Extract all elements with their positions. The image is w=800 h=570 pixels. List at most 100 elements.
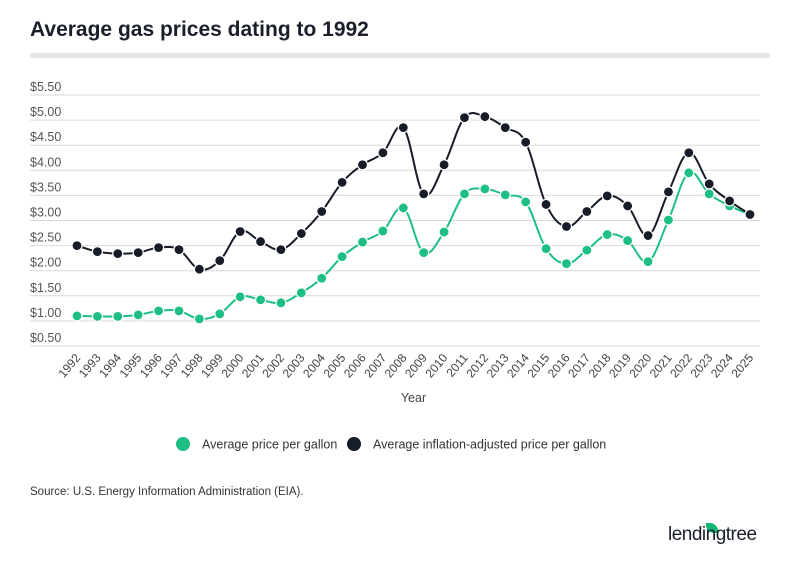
- legend-marker: [347, 437, 361, 451]
- data-point: [397, 202, 409, 214]
- x-tick-label: 2020: [626, 351, 654, 381]
- x-tick-label: 1998: [178, 351, 206, 381]
- data-point: [397, 122, 409, 134]
- x-tick-label: 2010: [423, 351, 451, 381]
- data-point: [234, 225, 246, 238]
- x-tick-label: 1992: [55, 351, 83, 381]
- data-point: [377, 147, 389, 159]
- data-point: [91, 310, 103, 322]
- y-tick-label: $5.50: [30, 80, 61, 94]
- y-tick-label: $3.00: [30, 206, 61, 220]
- data-point: [91, 246, 103, 258]
- data-point: [193, 263, 205, 275]
- data-point: [316, 272, 328, 284]
- data-point: [540, 243, 552, 255]
- data-point: [132, 309, 144, 321]
- data-point: [642, 229, 654, 242]
- data-point: [703, 178, 715, 190]
- data-point: [744, 208, 756, 221]
- data-point: [683, 167, 695, 179]
- x-tick-label: 2004: [300, 351, 328, 381]
- y-tick-label: $4.00: [30, 155, 61, 169]
- data-point: [316, 205, 328, 218]
- data-point: [418, 188, 430, 200]
- data-point: [377, 225, 389, 237]
- data-point: [152, 242, 165, 254]
- y-tick-label: $0.50: [30, 331, 61, 345]
- y-tick-label: $3.50: [30, 180, 61, 194]
- x-tick-label: 1999: [198, 351, 226, 381]
- data-point: [601, 228, 613, 241]
- y-tick-label: $4.50: [30, 130, 61, 144]
- x-tick-label: 2000: [219, 351, 247, 381]
- x-tick-label: 2018: [586, 351, 614, 381]
- x-tick-label: 2008: [382, 351, 410, 381]
- y-tick-label: $2.50: [30, 231, 61, 245]
- data-point: [499, 122, 511, 134]
- x-tick-label: 2021: [647, 351, 675, 381]
- data-point: [254, 294, 267, 306]
- y-tick-label: $5.00: [30, 105, 61, 119]
- lendingtree-leaf-icon: [706, 523, 718, 533]
- x-tick-label: 2016: [545, 351, 573, 381]
- data-point: [336, 251, 348, 263]
- chart-title: Average gas prices dating to 1992: [30, 18, 369, 41]
- data-point: [112, 248, 124, 260]
- data-point: [112, 310, 124, 322]
- data-point: [724, 195, 736, 207]
- data-point: [71, 310, 83, 322]
- x-tick-label: 2006: [341, 351, 369, 381]
- legend-marker: [176, 437, 190, 451]
- data-point: [520, 196, 532, 208]
- data-point: [295, 227, 307, 240]
- data-point: [581, 244, 593, 256]
- data-point: [234, 291, 246, 303]
- x-tick-label: 2015: [524, 351, 552, 381]
- data-point: [152, 305, 165, 317]
- data-point: [622, 200, 634, 212]
- data-point: [214, 308, 226, 320]
- data-point: [173, 305, 185, 317]
- data-point: [458, 111, 471, 124]
- data-point: [479, 183, 491, 195]
- data-point: [622, 234, 634, 247]
- x-tick-label: 2007: [361, 351, 389, 381]
- x-tick-label: 2005: [321, 351, 349, 381]
- data-point: [418, 247, 430, 259]
- data-point: [662, 214, 675, 226]
- data-point: [499, 189, 511, 201]
- data-point: [275, 244, 287, 256]
- x-tick-label: 2013: [484, 351, 512, 381]
- data-point: [438, 226, 450, 238]
- source-note: Source: U.S. Energy Information Administ…: [30, 486, 304, 498]
- data-point: [193, 313, 205, 325]
- x-tick-label: 2025: [728, 351, 756, 381]
- data-point: [601, 190, 613, 202]
- data-point: [214, 255, 226, 267]
- x-tick-label: 1994: [96, 351, 124, 381]
- legend-label: Average price per gallon: [202, 438, 337, 452]
- x-tick-label: 2003: [280, 351, 308, 381]
- data-point: [336, 176, 348, 188]
- data-point: [438, 159, 450, 171]
- data-point: [173, 244, 185, 256]
- x-tick-label: 1997: [157, 351, 185, 381]
- data-point: [479, 110, 491, 123]
- data-point: [560, 220, 573, 233]
- data-point: [356, 159, 369, 171]
- data-point: [132, 247, 144, 259]
- x-tick-label: 1995: [117, 351, 145, 381]
- x-tick-label: 2022: [667, 351, 695, 381]
- y-tick-label: $1.00: [30, 306, 61, 320]
- y-tick-label: $2.00: [30, 256, 61, 270]
- lendingtree-logo: lendingtree: [668, 524, 757, 545]
- data-point: [642, 256, 654, 268]
- x-tick-label: 1996: [137, 351, 165, 381]
- data-point: [540, 198, 552, 211]
- data-point: [520, 136, 532, 148]
- x-tick-label: 2009: [402, 351, 430, 381]
- x-tick-label: 2024: [708, 351, 736, 381]
- x-tick-label: 2002: [259, 351, 287, 381]
- title-divider: [30, 53, 770, 58]
